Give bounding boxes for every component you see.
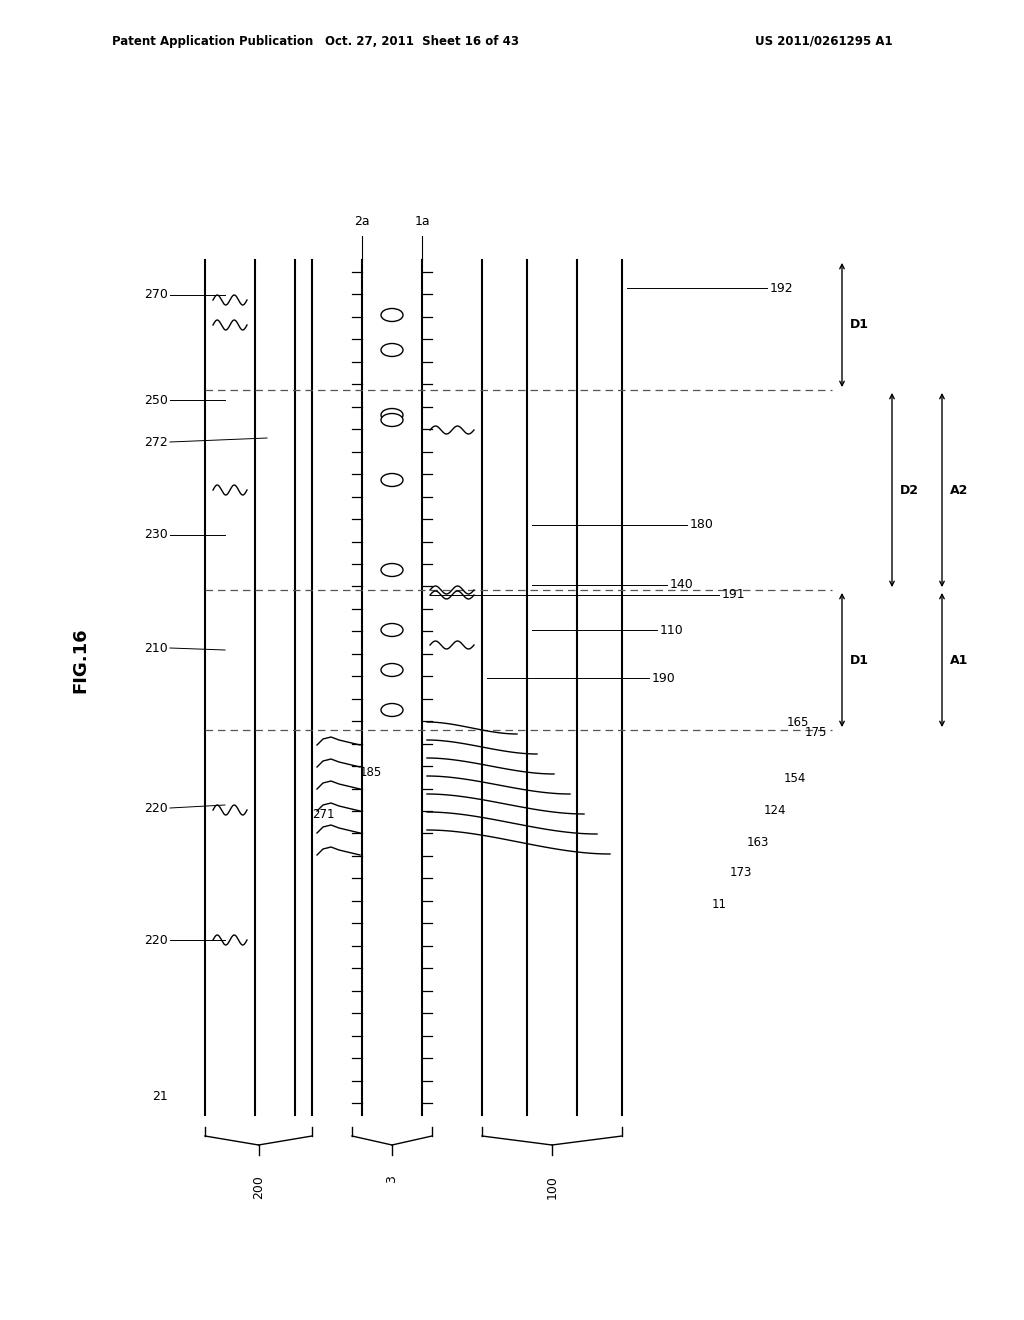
- Text: 21: 21: [153, 1090, 168, 1104]
- Ellipse shape: [381, 413, 403, 426]
- Text: 185: 185: [360, 766, 382, 779]
- Text: US 2011/0261295 A1: US 2011/0261295 A1: [755, 36, 893, 48]
- Ellipse shape: [381, 408, 403, 421]
- Ellipse shape: [381, 664, 403, 676]
- Text: 1a: 1a: [414, 215, 430, 228]
- Text: 180: 180: [690, 519, 714, 532]
- Text: 250: 250: [144, 393, 168, 407]
- Text: 200: 200: [252, 1175, 265, 1199]
- Text: 220: 220: [144, 801, 168, 814]
- Ellipse shape: [381, 704, 403, 717]
- Ellipse shape: [381, 474, 403, 487]
- Text: 210: 210: [144, 642, 168, 655]
- Text: 220: 220: [144, 933, 168, 946]
- Text: 2a: 2a: [354, 215, 370, 228]
- Text: Patent Application Publication: Patent Application Publication: [112, 36, 313, 48]
- Ellipse shape: [381, 564, 403, 577]
- Text: 175: 175: [805, 726, 827, 738]
- Text: D1: D1: [850, 653, 869, 667]
- Text: 192: 192: [770, 281, 794, 294]
- Text: 11: 11: [712, 899, 727, 912]
- Text: 173: 173: [730, 866, 753, 879]
- Text: A1: A1: [950, 653, 969, 667]
- Text: 154: 154: [784, 771, 806, 784]
- Text: D2: D2: [900, 483, 919, 496]
- Text: 271: 271: [311, 808, 334, 821]
- Text: 272: 272: [144, 436, 168, 449]
- Text: Oct. 27, 2011  Sheet 16 of 43: Oct. 27, 2011 Sheet 16 of 43: [325, 36, 519, 48]
- Text: FIG.16: FIG.16: [71, 627, 89, 693]
- Text: 191: 191: [722, 589, 745, 602]
- Text: 190: 190: [652, 672, 676, 685]
- Ellipse shape: [381, 309, 403, 322]
- Text: 165: 165: [787, 715, 809, 729]
- Text: 110: 110: [660, 623, 684, 636]
- Text: 100: 100: [546, 1175, 558, 1199]
- Text: D1: D1: [850, 318, 869, 331]
- Text: 3: 3: [385, 1175, 398, 1183]
- Text: 163: 163: [746, 836, 769, 849]
- Text: A2: A2: [950, 483, 969, 496]
- Text: 230: 230: [144, 528, 168, 541]
- Text: 124: 124: [764, 804, 786, 817]
- Text: 270: 270: [144, 289, 168, 301]
- Ellipse shape: [381, 623, 403, 636]
- Ellipse shape: [381, 343, 403, 356]
- Text: 140: 140: [670, 578, 693, 591]
